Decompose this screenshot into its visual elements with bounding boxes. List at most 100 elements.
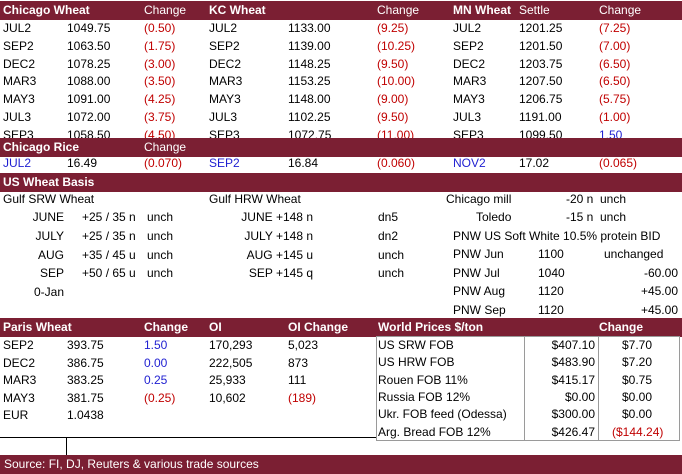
futures-cell: (9.00) xyxy=(377,92,409,107)
srw-month: JUNE xyxy=(32,210,64,224)
paris-change-header: Change xyxy=(144,320,189,334)
srw-change: unch xyxy=(147,210,174,224)
futures-cell: 1072.00 xyxy=(67,110,111,124)
basis-header: US Wheat Basis xyxy=(0,173,682,192)
paris-cell: MAR3 xyxy=(3,373,37,387)
futures-cell: (6.50) xyxy=(599,56,631,71)
world-change: $0.00 xyxy=(622,389,653,404)
futures-cell: (1.75) xyxy=(144,38,176,53)
world-change: $7.70 xyxy=(622,338,653,352)
world-market: Rouen FOB 11% xyxy=(378,372,468,387)
futures-cell: SEP2 xyxy=(3,38,34,53)
pnw-change: +45.00 xyxy=(640,302,678,317)
hrw-basis: JUNE +148 n xyxy=(241,210,313,224)
paris-cell: 381.75 xyxy=(67,390,104,405)
futures-cell: MAR3 xyxy=(453,74,487,89)
paris-wheat-header: Paris Wheat xyxy=(3,320,72,334)
pnw-month: PNW Jul xyxy=(453,265,500,280)
paris-cell: 170,293 xyxy=(209,338,253,352)
world-price: $0.00 xyxy=(564,389,595,404)
world-market: US SRW FOB xyxy=(378,338,454,352)
srw-basis: +25 / 35 n xyxy=(82,228,136,243)
futures-cell: JUL3 xyxy=(209,110,238,124)
futures-cell: JUL3 xyxy=(3,110,32,124)
futures-cell: 1191.00 xyxy=(519,110,562,124)
table-row: Russia FOB 12% $0.00 $0.00 xyxy=(0,388,682,407)
table-row: MAY3 381.75 (0.25) 10,602 (189) xyxy=(0,389,682,408)
srw-basis: +25 / 35 n xyxy=(82,210,136,224)
futures-cell: 1133.00 xyxy=(288,21,331,35)
rice-header: Chicago Rice Change xyxy=(0,138,682,157)
mn-wheat-header: MN Wheat xyxy=(453,3,511,17)
futures-cell: 1088.00 xyxy=(67,74,111,89)
rice-contract-1: JUL2 xyxy=(3,156,32,170)
futures-cell: 1153.25 xyxy=(288,74,331,89)
kc-change-header: Change xyxy=(377,3,420,17)
futures-cell: JUL2 xyxy=(3,21,32,35)
source-text: Source: FI, DJ, Reuters & various trade … xyxy=(4,457,259,471)
rice-change-1: (0.070) xyxy=(144,156,183,170)
rice-price-1: 16.49 xyxy=(67,156,98,170)
hrw-basis: SEP +145 q xyxy=(248,266,313,281)
world-market: Arg. Bread FOB 12% xyxy=(378,424,491,439)
pnw-month: PNW Sep xyxy=(453,302,506,317)
futures-cell: 1102.25 xyxy=(288,110,331,124)
rice-contract-2: SEP2 xyxy=(209,156,240,170)
futures-cell: 1201.25 xyxy=(519,21,563,35)
list-item: SEP +50 / 65 u unch SEP +145 q unch xyxy=(0,264,682,283)
world-change-header: Change xyxy=(599,320,644,334)
toledo-label: Toledo xyxy=(476,210,512,224)
toledo-value: -15 n xyxy=(566,210,594,224)
futures-cell: (3.00) xyxy=(144,56,176,71)
futures-cell: (3.50) xyxy=(144,74,176,89)
world-market: Ukr. FOB feed (Odessa) xyxy=(378,407,507,422)
chicago-mill-value: -20 n xyxy=(566,192,594,206)
table-row: Rouen FOB 11% $415.17 $0.75 xyxy=(0,371,682,390)
srw-month: SEP xyxy=(39,266,64,281)
paris-cell: MAY3 xyxy=(3,390,35,405)
list-item: AUG +35 / 45 u unch AUG +145 u unch xyxy=(0,246,682,265)
futures-cell: (10.00) xyxy=(377,74,416,89)
futures-cell: 1207.50 xyxy=(519,74,563,89)
eur-row: EUR 1.0438 xyxy=(0,406,682,425)
paris-cell: 0.00 xyxy=(144,355,168,370)
table-row: MAY3 1091.00 (4.25) MAY3 1148.00 (9.00) MAY3 12… xyxy=(0,90,682,109)
futures-cell: MAR3 xyxy=(209,74,243,89)
paris-cell: 5,023 xyxy=(288,338,319,352)
srw-change: unch xyxy=(147,228,174,243)
eur-label: EUR xyxy=(3,408,29,422)
futures-cell: SEP2 xyxy=(453,38,484,53)
paris-cell: 25,933 xyxy=(209,373,246,387)
paris-oi-header: OI xyxy=(209,320,222,334)
table-row: SEP2 1063.50 (1.75) SEP2 1139.00 (10.25) SEP2 1… xyxy=(0,37,682,56)
table-row: MAR3 383.25 0.25 25,933 111 xyxy=(0,371,682,390)
table-row: JUL2 1049.75 (0.50) JUL2 1133.00 (9.25) JUL2 12… xyxy=(0,19,682,38)
srw-date: 0-Jan xyxy=(34,285,65,299)
table-row: Ukr. FOB feed (Odessa) $300.00 $0.00 xyxy=(0,405,682,424)
futures-cell: (9.50) xyxy=(377,110,409,124)
futures-cell: 1148.00 xyxy=(288,92,331,107)
eur-value: 1.0438 xyxy=(67,408,104,422)
list-item: JULY +25 / 35 n unch JULY +148 n dn2 xyxy=(0,227,682,246)
table-row: JUL3 1072.00 (3.75) JUL3 1102.25 (9.50) JUL3 11… xyxy=(0,108,682,127)
paris-cell: 386.75 xyxy=(67,355,104,370)
paris-cell: 0.25 xyxy=(144,373,168,387)
list-item: PNW Sep 1120 +45.00 xyxy=(0,301,682,320)
hrw-basis: JULY +148 n xyxy=(244,228,313,243)
world-price: $300.00 xyxy=(551,407,595,422)
futures-cell: (4.25) xyxy=(144,92,176,107)
pnw-change: +45.00 xyxy=(640,284,678,298)
hrw-change: unch xyxy=(378,266,405,281)
rice-row: JUL2 16.49 (0.070) SEP2 16.84 (0.060) NO… xyxy=(0,154,682,173)
world-market: US HRW FOB xyxy=(378,355,455,370)
world-market: Russia FOB 12% xyxy=(378,389,471,404)
table-row: MAR3 1088.00 (3.50) MAR3 1153.25 (10.00) MAR3 1… xyxy=(0,72,682,91)
us-wheat-basis-header: US Wheat Basis xyxy=(3,175,95,189)
world-prices-header: World Prices $/ton xyxy=(378,320,484,334)
futures-cell: 1091.00 xyxy=(67,92,111,107)
srw-basis: +50 / 65 u xyxy=(82,266,136,281)
futures-cell: DEC2 xyxy=(3,56,36,71)
mn-settle-header: Settle xyxy=(519,3,550,17)
footer-divider xyxy=(66,437,67,455)
paris-cell: (0.25) xyxy=(144,390,176,405)
